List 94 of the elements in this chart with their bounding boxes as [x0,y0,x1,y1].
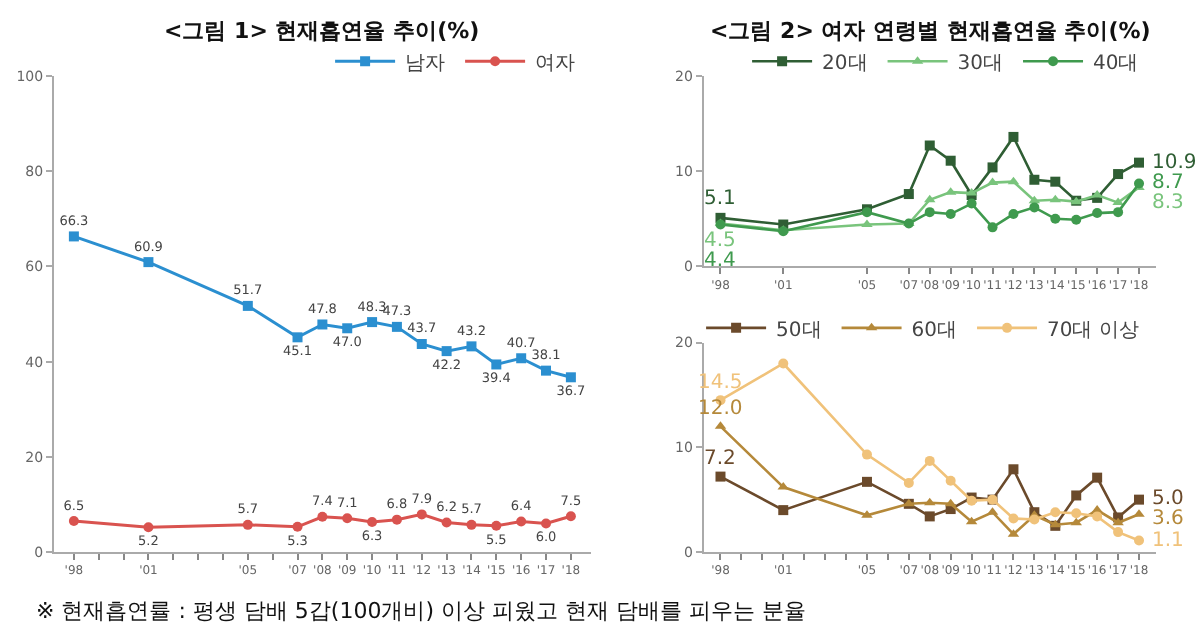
point [416,338,427,349]
point [367,317,378,328]
point [1050,507,1061,518]
point [924,207,935,218]
point [1050,176,1061,187]
point [903,189,914,200]
data-label: 8.7 [1152,172,1184,194]
legend-label: 70대 이상 [1047,319,1139,342]
data-label: 4.5 [704,230,736,252]
point [68,516,79,527]
data-label: 5.0 [1152,488,1184,510]
point [541,518,552,529]
point [441,517,452,528]
legend-label: 여자 [535,53,576,76]
point [924,455,935,466]
point [1113,207,1124,218]
point [1071,214,1082,225]
point [68,231,79,242]
point [1008,131,1019,142]
point [342,513,353,524]
point [987,222,998,233]
point [1029,202,1040,213]
point [441,346,452,357]
data-label: 12.0 [698,398,743,420]
point [292,332,303,343]
point [516,353,527,364]
point [945,209,956,220]
point [491,520,502,531]
point [565,511,576,522]
point [466,341,477,352]
point [945,475,956,486]
point [242,300,253,311]
point [416,509,427,520]
chart-title: <그림 2> 여자 연령별 현재흡연율 추이(%) [710,18,1151,44]
point [1008,464,1019,475]
data-label: 1.1 [1152,530,1184,552]
point [924,140,935,151]
point [945,155,956,166]
legend-label: 40대 [1093,53,1139,76]
legend-label: 60대 [911,319,958,342]
text: ※ 현재흡연률 : 평생 담배 5갑(100개비) 이상 피웠고 현재 담배를 피우는 분율 [36,598,806,624]
point [861,476,872,487]
point [143,257,154,268]
point [292,521,303,532]
legend-label: 20대 [822,53,868,76]
point [778,505,789,516]
point [317,511,328,522]
point [1029,514,1040,525]
point [715,471,726,482]
legend-label: 50대 [776,319,822,342]
point [466,519,477,530]
point [1134,157,1145,168]
point [1050,213,1061,224]
legend-label: 남자 [405,53,446,76]
data-label: 7.2 [704,448,736,470]
point [1008,513,1019,524]
point [317,319,328,330]
point [1134,535,1145,546]
point [242,519,253,530]
point [1029,174,1040,185]
point [778,358,789,369]
point [342,323,353,334]
legend-label: 30대 [957,53,1004,76]
point [861,449,872,460]
point [516,516,527,527]
point [1113,527,1124,538]
point [1092,511,1103,522]
point [1113,169,1124,180]
data-label: 5.1 [704,188,736,210]
point [541,365,552,376]
data-label: 3.6 [1152,508,1184,530]
point [903,477,914,488]
data-label: 8.3 [1152,192,1184,214]
point [367,517,378,528]
chart-title: <그림 1> 현재흡연율 추이(%) [164,18,480,44]
point [1092,472,1103,483]
data-label: 10.9 [1152,152,1197,174]
point [565,372,576,383]
point [1008,209,1019,220]
point [1071,508,1082,519]
point [861,219,873,228]
point [966,198,977,209]
point [1071,490,1082,501]
point [924,511,935,522]
point [1112,197,1124,206]
point [1112,517,1124,526]
point [987,162,998,173]
point [143,522,154,533]
point [1134,494,1145,505]
point [1092,208,1103,219]
point [391,514,402,525]
data-label: 4.4 [704,250,736,272]
point [491,359,502,370]
point [391,321,402,332]
